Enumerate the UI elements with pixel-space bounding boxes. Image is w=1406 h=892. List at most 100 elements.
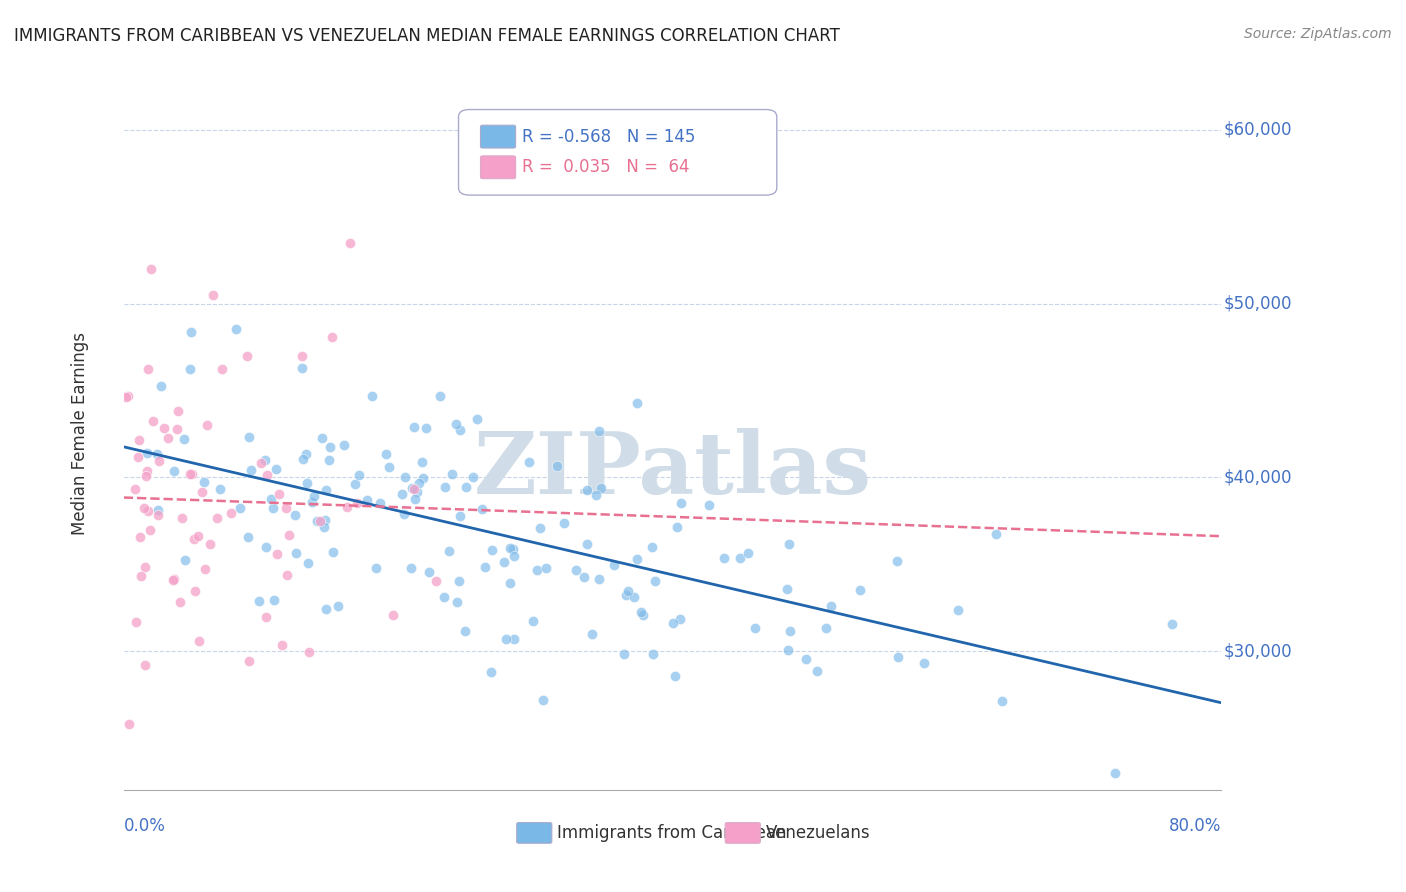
Point	[630, 606, 652, 620]
Point	[211, 361, 233, 376]
Point	[318, 453, 340, 467]
Point	[631, 607, 654, 622]
Point	[254, 609, 277, 624]
Point	[454, 624, 477, 638]
Point	[626, 552, 648, 566]
Point	[263, 592, 285, 607]
Point	[912, 656, 935, 670]
Text: IMMIGRANTS FROM CARIBBEAN VS VENEZUELAN MEDIAN FEMALE EARNINGS CORRELATION CHART: IMMIGRANTS FROM CARIBBEAN VS VENEZUELAN …	[14, 27, 839, 45]
Text: 80.0%: 80.0%	[1168, 816, 1222, 835]
Point	[187, 634, 209, 648]
Point	[141, 261, 163, 276]
Text: ZIPatlas: ZIPatlas	[474, 427, 872, 512]
Point	[262, 501, 284, 516]
Point	[737, 546, 759, 560]
Point	[404, 419, 426, 434]
Point	[412, 471, 434, 485]
Point	[502, 632, 524, 646]
Point	[290, 361, 312, 376]
Point	[415, 421, 437, 435]
Point	[198, 537, 221, 551]
Point	[179, 467, 201, 482]
Point	[449, 423, 471, 437]
Point	[284, 546, 307, 560]
Point	[849, 582, 872, 597]
Point	[991, 694, 1014, 708]
Point	[166, 422, 188, 436]
Point	[986, 526, 1008, 541]
Point	[179, 362, 201, 376]
Point	[546, 458, 568, 473]
Point	[321, 330, 343, 344]
Point	[394, 470, 416, 484]
FancyBboxPatch shape	[481, 156, 516, 178]
Point	[1161, 616, 1184, 631]
Point	[775, 582, 797, 596]
Point	[236, 530, 259, 544]
Point	[184, 584, 207, 599]
Point	[114, 390, 136, 404]
Point	[713, 550, 735, 565]
Point	[174, 553, 197, 567]
Point	[150, 379, 173, 393]
Point	[433, 591, 456, 605]
Point	[534, 561, 557, 575]
Point	[136, 361, 159, 376]
Point	[139, 523, 162, 537]
Point	[221, 506, 243, 520]
Point	[136, 503, 159, 517]
Point	[447, 574, 470, 588]
Point	[495, 632, 517, 647]
Point	[295, 447, 318, 461]
Point	[669, 611, 692, 625]
Point	[162, 574, 184, 588]
Point	[494, 555, 516, 569]
Point	[146, 503, 169, 517]
Point	[201, 288, 224, 302]
Point	[238, 653, 260, 667]
Point	[284, 508, 307, 522]
Point	[166, 404, 188, 418]
Point	[146, 447, 169, 461]
Point	[129, 530, 152, 544]
Point	[446, 417, 468, 431]
Point	[429, 388, 451, 402]
Point	[613, 648, 636, 662]
Point	[152, 421, 174, 435]
Point	[181, 467, 204, 482]
Text: $50,000: $50,000	[1225, 294, 1292, 312]
Point	[499, 576, 522, 591]
Point	[250, 456, 273, 470]
Point	[623, 590, 645, 604]
Point	[441, 467, 464, 482]
Point	[305, 514, 328, 528]
Point	[125, 615, 148, 629]
Point	[446, 595, 468, 609]
Point	[399, 560, 422, 574]
Point	[135, 464, 157, 478]
Point	[208, 483, 231, 497]
Point	[186, 529, 208, 543]
Point	[124, 482, 146, 496]
Point	[402, 483, 425, 497]
Point	[502, 542, 524, 557]
Point	[183, 532, 205, 546]
Point	[148, 453, 170, 467]
Point	[454, 480, 477, 494]
Point	[368, 496, 391, 510]
Point	[191, 484, 214, 499]
Point	[564, 563, 586, 577]
Point	[481, 543, 503, 558]
Point	[887, 650, 910, 665]
Text: $30,000: $30,000	[1225, 642, 1292, 660]
Point	[588, 424, 610, 438]
Point	[129, 569, 152, 583]
Point	[291, 451, 314, 466]
FancyBboxPatch shape	[516, 822, 551, 843]
Point	[172, 511, 194, 525]
FancyBboxPatch shape	[458, 110, 776, 195]
Point	[576, 483, 599, 497]
Point	[465, 412, 488, 426]
Point	[315, 602, 337, 616]
Point	[260, 491, 283, 506]
